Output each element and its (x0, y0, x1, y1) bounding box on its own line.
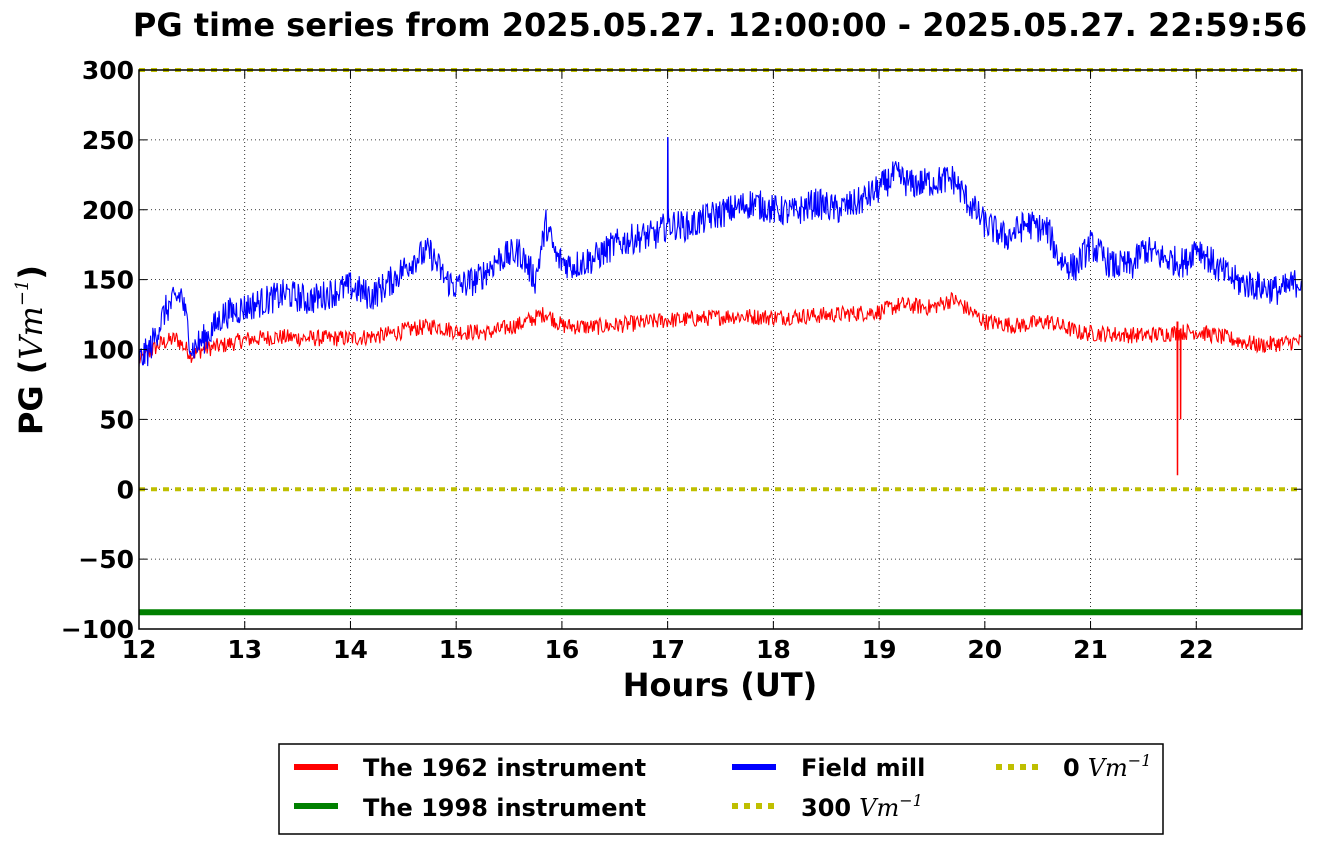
legend-label-300: 300 Vm−1 (801, 791, 923, 822)
x-tick-label: 22 (1179, 635, 1214, 664)
legend-label-field-mill: Field mill (801, 754, 925, 782)
svg-text:PG (Vm−1): PG (Vm−1) (12, 265, 50, 435)
x-tick-label: 19 (862, 635, 897, 664)
y-axis-label-close: ) (12, 265, 50, 280)
y-tick-label: 50 (99, 405, 134, 434)
series-spike-field-mill-0 (666, 137, 669, 224)
x-tick-label: 12 (122, 635, 157, 664)
y-tick-label: 200 (82, 196, 134, 225)
y-tick-label: −50 (78, 545, 134, 574)
series-spike-1962-0 (1176, 321, 1179, 476)
x-tick-label: 21 (1073, 635, 1108, 664)
x-tick-label: 20 (967, 635, 1002, 664)
x-tick-label: 13 (227, 635, 262, 664)
chart-title: PG time series from 2025.05.27. 12:00:00… (133, 6, 1307, 44)
series-line-1962 (139, 291, 1302, 364)
legend-label-0: 0 Vm−1 (1063, 751, 1151, 782)
y-axis-label-exponent: −1 (12, 280, 33, 307)
y-axis: 300 250 200 150 100 50 0 −50 −100 (61, 56, 1302, 644)
y-tick-label: 250 (82, 126, 134, 155)
legend: The 1962 instrument The 1998 instrument … (278, 743, 1164, 835)
x-axis-label: Hours (UT) (623, 666, 818, 704)
y-axis-label: PG (Vm−1) (12, 265, 50, 435)
series-layer (139, 68, 1302, 616)
series-field-mill (139, 137, 1302, 367)
x-tick-label: 14 (333, 635, 368, 664)
x-tick-label: 17 (650, 635, 685, 664)
plot-area (139, 68, 1302, 616)
series-1962 (139, 291, 1302, 476)
legend-label-1998: The 1998 instrument (363, 794, 646, 822)
y-axis-label-unit: Vm (12, 306, 50, 359)
x-tick-label: 18 (756, 635, 791, 664)
y-tick-label: 100 (82, 336, 134, 365)
y-tick-label: 150 (82, 266, 134, 295)
legend-box (278, 743, 1164, 835)
y-axis-label-text: PG ( (12, 360, 50, 435)
y-tick-label: 0 (117, 475, 134, 504)
y-tick-label: −100 (61, 615, 134, 644)
series-line-field-mill (139, 161, 1302, 367)
x-axis: 12 13 14 15 16 17 18 19 20 21 22 (122, 70, 1214, 664)
x-tick-label: 15 (439, 635, 474, 664)
legend-label-1962: The 1962 instrument (363, 754, 646, 782)
grid (138, 69, 1302, 630)
x-tick-label: 16 (545, 635, 580, 664)
y-tick-label: 300 (82, 56, 134, 85)
